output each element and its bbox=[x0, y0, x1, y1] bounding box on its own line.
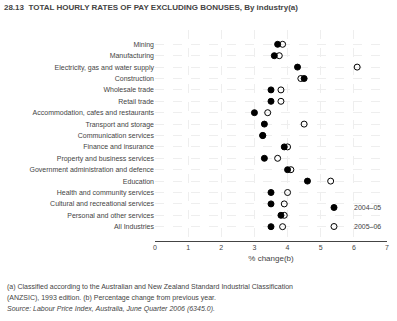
svg-text:Electricity, gas and water sup: Electricity, gas and water supply bbox=[55, 64, 155, 72]
svg-text:Property and business services: Property and business services bbox=[57, 155, 155, 163]
svg-text:Health and community services: Health and community services bbox=[57, 189, 155, 197]
svg-text:Finance and insurance: Finance and insurance bbox=[83, 143, 154, 150]
svg-text:(a) Classified according to th: (a) Classified according to the Australi… bbox=[7, 283, 293, 291]
svg-text:Transport and storage: Transport and storage bbox=[85, 121, 154, 129]
svg-text:Source: Labour Price Index, Au: Source: Labour Price Index, Australia, J… bbox=[7, 305, 215, 313]
svg-text:7: 7 bbox=[385, 244, 389, 251]
svg-text:2005–06: 2005–06 bbox=[354, 223, 381, 230]
svg-text:4: 4 bbox=[286, 244, 290, 251]
svg-text:0: 0 bbox=[153, 244, 157, 251]
svg-text:Construction: Construction bbox=[115, 75, 154, 82]
svg-text:Wholesale trade: Wholesale trade bbox=[103, 86, 154, 93]
svg-text:Accommodation, cafes and resta: Accommodation, cafes and restaurants bbox=[33, 109, 155, 116]
svg-text:5: 5 bbox=[319, 244, 323, 251]
svg-text:Mining: Mining bbox=[133, 41, 154, 49]
svg-text:2: 2 bbox=[219, 244, 223, 251]
svg-text:Education: Education bbox=[123, 178, 154, 185]
svg-text:% change(b): % change(b) bbox=[248, 254, 294, 263]
svg-text:(ANZSIC), 1993 edition. (b) Pe: (ANZSIC), 1993 edition. (b) Percentage c… bbox=[7, 294, 216, 302]
svg-text:Personal and other services: Personal and other services bbox=[67, 212, 154, 219]
svg-text:1: 1 bbox=[186, 244, 190, 251]
svg-text:Retail trade: Retail trade bbox=[118, 98, 154, 105]
svg-text:2004–05: 2004–05 bbox=[354, 204, 381, 211]
svg-text:Manufacturing: Manufacturing bbox=[110, 52, 154, 60]
svg-text:3: 3 bbox=[252, 244, 256, 251]
svg-text:6: 6 bbox=[352, 244, 356, 251]
svg-text:Communication services: Communication services bbox=[78, 132, 155, 139]
svg-text:28.13 TOTAL HOURLY RATES OF P: 28.13 TOTAL HOURLY RATES OF PAY EXCLUDIN… bbox=[4, 3, 298, 12]
svg-text:All Industries: All Industries bbox=[114, 223, 155, 230]
svg-text:Government administration and: Government administration and defence bbox=[29, 166, 154, 173]
svg-text:Cultural and recreational serv: Cultural and recreational services bbox=[50, 200, 154, 207]
